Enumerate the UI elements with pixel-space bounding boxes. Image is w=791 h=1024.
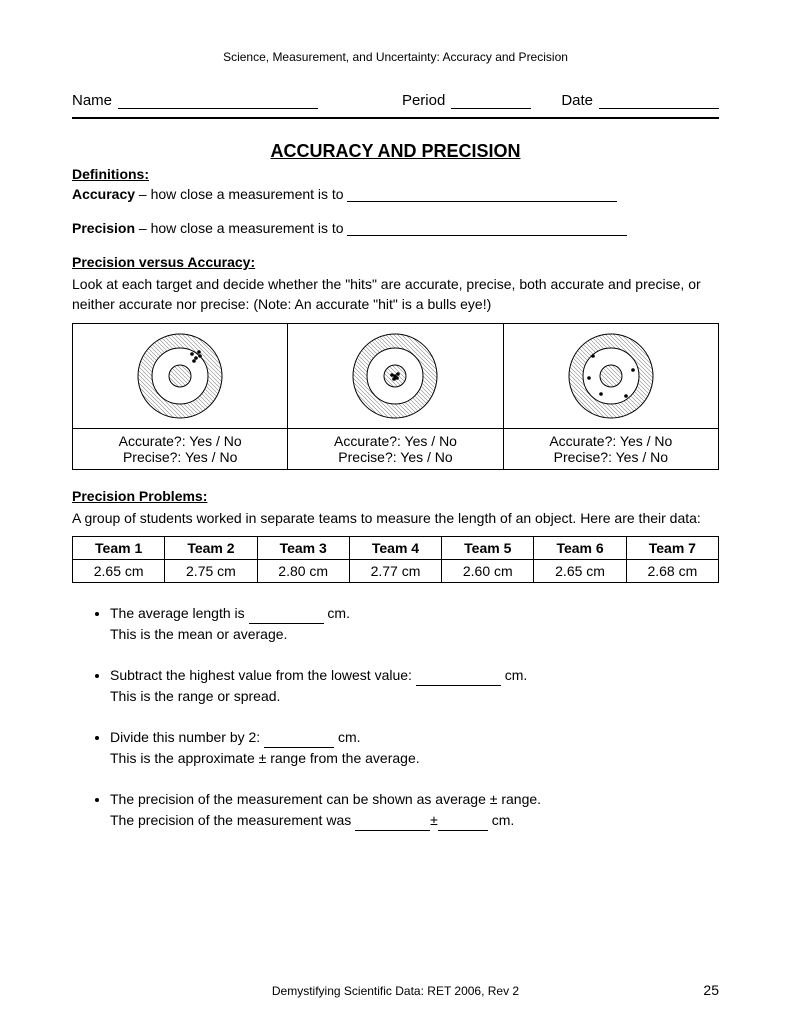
- definitions-heading: Definitions:: [72, 166, 719, 182]
- name-label: Name: [72, 92, 112, 109]
- target-3-questions: Accurate?: Yes / No Precise?: Yes / No: [503, 428, 718, 469]
- col-7: Team 7: [626, 536, 718, 559]
- data-table: Team 1 Team 2 Team 3 Team 4 Team 5 Team …: [72, 536, 719, 583]
- b2-text-a: Subtract the highest value from the lowe…: [110, 667, 416, 683]
- bullet-list: The average length is cm. This is the me…: [72, 603, 719, 831]
- b4-text-a: The precision of the measurement can be …: [110, 791, 541, 807]
- target-2-precise[interactable]: Precise?: Yes / No: [294, 449, 496, 465]
- precision-term: Precision: [72, 220, 135, 236]
- data-table-header-row: Team 1 Team 2 Team 3 Team 4 Team 5 Team …: [73, 536, 719, 559]
- precision-text: – how close a measurement is to: [135, 220, 347, 236]
- col-4: Team 4: [349, 536, 441, 559]
- problems-intro: A group of students worked in separate t…: [72, 508, 719, 528]
- b4-blank-1[interactable]: [355, 816, 430, 831]
- problems-heading: Precision Problems:: [72, 488, 719, 504]
- b4-text-d: cm.: [488, 812, 514, 828]
- page-header: Science, Measurement, and Uncertainty: A…: [72, 50, 719, 64]
- target-cell-3: [503, 323, 718, 428]
- target-1-accurate[interactable]: Accurate?: Yes / No: [79, 433, 281, 449]
- bullet-4: The precision of the measurement can be …: [110, 789, 719, 831]
- b2-blank[interactable]: [416, 671, 501, 686]
- accuracy-blank[interactable]: [347, 187, 617, 202]
- b4-text-b: The precision of the measurement was: [110, 812, 355, 828]
- date-blank[interactable]: [599, 92, 719, 109]
- target-svg-3: [561, 330, 661, 422]
- bullet-2: Subtract the highest value from the lowe…: [110, 665, 719, 707]
- page-footer: Demystifying Scientific Data: RET 2006, …: [72, 984, 719, 998]
- target-3-precise[interactable]: Precise?: Yes / No: [510, 449, 712, 465]
- b1-text-c: This is the mean or average.: [110, 626, 287, 642]
- name-period-date-row: Name Period Date: [72, 92, 719, 119]
- cell-1: 2.65 cm: [73, 559, 165, 582]
- target-1-precise[interactable]: Precise?: Yes / No: [79, 449, 281, 465]
- precision-blank[interactable]: [347, 221, 627, 236]
- b3-text-c: This is the approximate ± range from the…: [110, 750, 420, 766]
- pva-text: Look at each target and decide whether t…: [72, 274, 719, 315]
- page-number: 25: [703, 982, 719, 998]
- col-1: Team 1: [73, 536, 165, 559]
- b3-blank[interactable]: [264, 733, 334, 748]
- b1-text-b: cm.: [324, 605, 350, 621]
- cell-7: 2.68 cm: [626, 559, 718, 582]
- page-title: ACCURACY AND PRECISION: [72, 141, 719, 162]
- b2-text-c: This is the range or spread.: [110, 688, 280, 704]
- target-3-accurate[interactable]: Accurate?: Yes / No: [510, 433, 712, 449]
- b3-text-b: cm.: [334, 729, 360, 745]
- date-label: Date: [561, 92, 593, 109]
- cell-6: 2.65 cm: [534, 559, 626, 582]
- target-cell-1: [73, 323, 288, 428]
- b1-text-a: The average length is: [110, 605, 249, 621]
- target-svg-1: [130, 330, 230, 422]
- precision-definition: Precision – how close a measurement is t…: [72, 220, 719, 236]
- footer-text: Demystifying Scientific Data: RET 2006, …: [272, 984, 519, 998]
- period-label: Period: [402, 92, 445, 109]
- target-1-questions: Accurate?: Yes / No Precise?: Yes / No: [73, 428, 288, 469]
- accuracy-term: Accuracy: [72, 186, 135, 202]
- target-cell-2: [288, 323, 503, 428]
- cell-3: 2.80 cm: [257, 559, 349, 582]
- cell-4: 2.77 cm: [349, 559, 441, 582]
- col-2: Team 2: [165, 536, 257, 559]
- target-svg-2: [345, 330, 445, 422]
- b4-text-c: ±: [430, 812, 438, 828]
- b4-blank-2[interactable]: [438, 816, 488, 831]
- accuracy-text: – how close a measurement is to: [135, 186, 347, 202]
- period-blank[interactable]: [451, 92, 531, 109]
- pva-heading: Precision versus Accuracy:: [72, 254, 719, 270]
- cell-2: 2.75 cm: [165, 559, 257, 582]
- target-2-questions: Accurate?: Yes / No Precise?: Yes / No: [288, 428, 503, 469]
- b2-text-b: cm.: [501, 667, 527, 683]
- targets-table: Accurate?: Yes / No Precise?: Yes / No A…: [72, 323, 719, 470]
- bullet-1: The average length is cm. This is the me…: [110, 603, 719, 645]
- col-3: Team 3: [257, 536, 349, 559]
- accuracy-definition: Accuracy – how close a measurement is to: [72, 186, 719, 202]
- b1-blank[interactable]: [249, 609, 324, 624]
- name-blank[interactable]: [118, 92, 318, 109]
- b3-text-a: Divide this number by 2:: [110, 729, 264, 745]
- target-2-accurate[interactable]: Accurate?: Yes / No: [294, 433, 496, 449]
- bullet-3: Divide this number by 2: cm. This is the…: [110, 727, 719, 769]
- col-6: Team 6: [534, 536, 626, 559]
- col-5: Team 5: [442, 536, 534, 559]
- data-table-row: 2.65 cm 2.75 cm 2.80 cm 2.77 cm 2.60 cm …: [73, 559, 719, 582]
- cell-5: 2.60 cm: [442, 559, 534, 582]
